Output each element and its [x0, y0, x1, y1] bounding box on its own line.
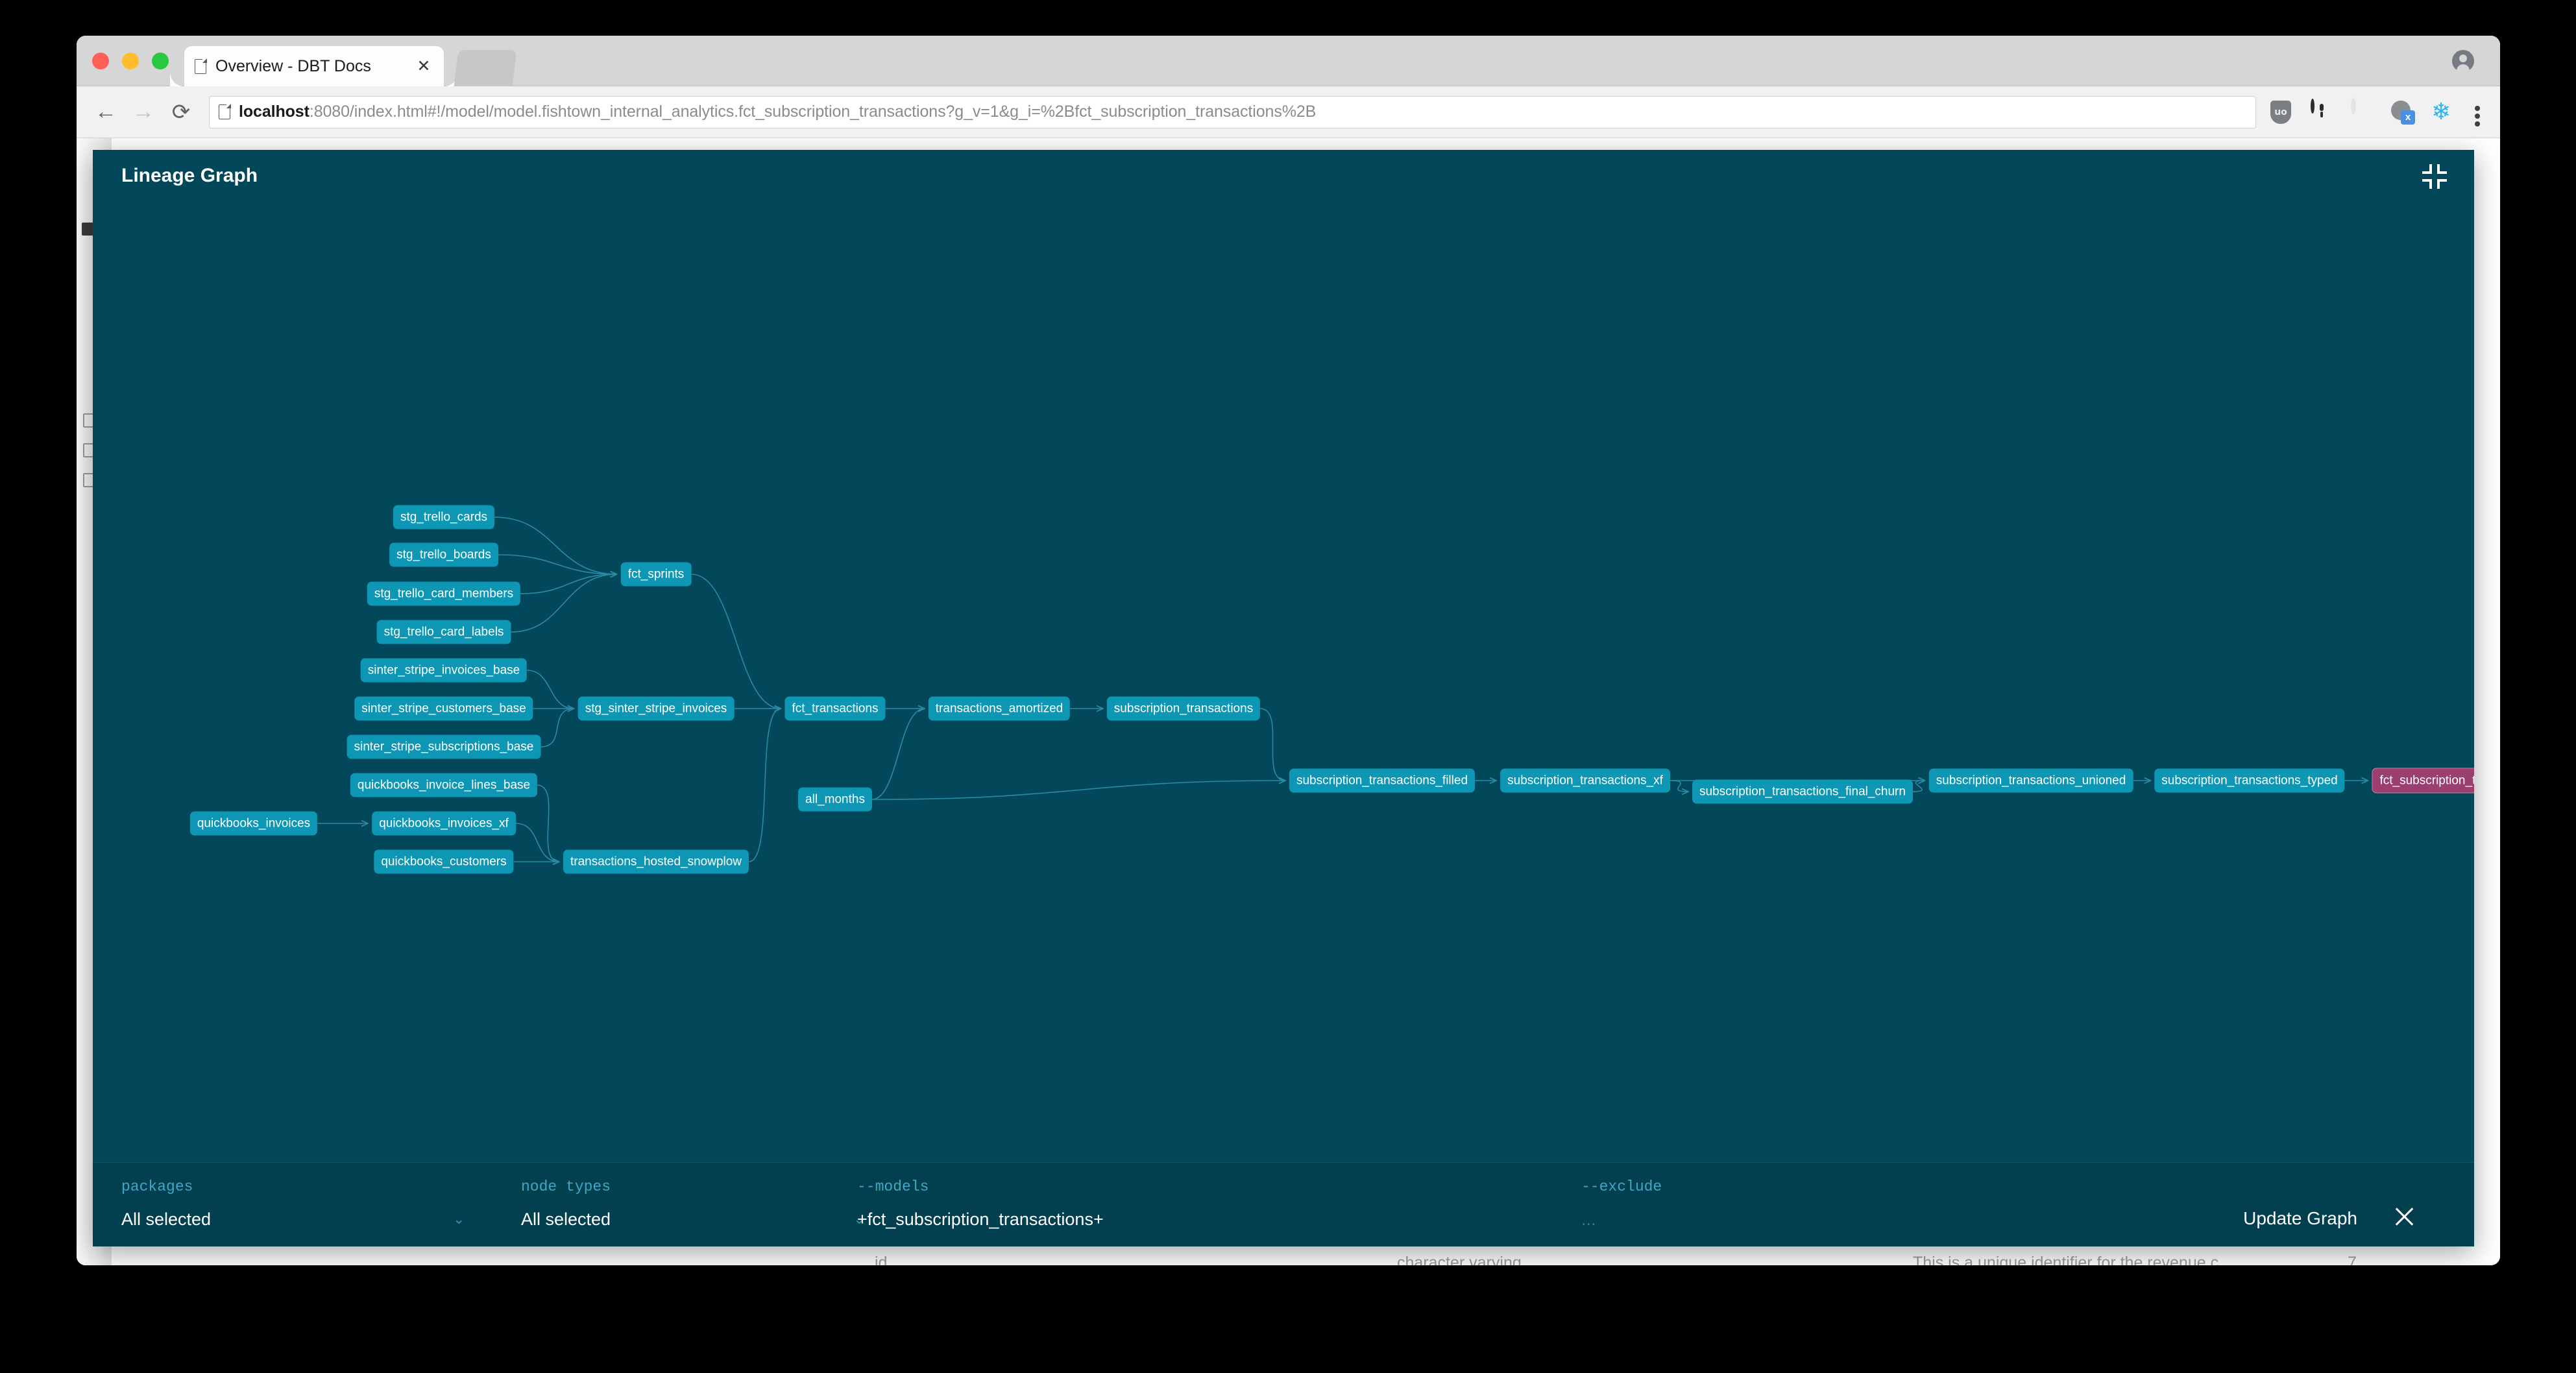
snowflake-icon[interactable]: ❄ — [2431, 98, 2455, 125]
tab-close-icon[interactable]: ✕ — [417, 57, 431, 75]
lineage-node-quickbooks_invoice_lines_base[interactable]: quickbooks_invoice_lines_base — [350, 773, 538, 797]
circle-glyph — [2351, 97, 2356, 114]
lineage-node-stg_sinter_stripe_invoices[interactable]: stg_sinter_stripe_invoices — [577, 696, 735, 721]
background-table-cell: 7 — [2348, 1254, 2357, 1265]
page-body: id character varying This is a unique iden… — [77, 138, 2500, 1265]
url-text: localhost:8080/index.html#!/model/model.… — [239, 103, 1316, 121]
node-types-select-value[interactable]: All selected — [521, 1209, 611, 1229]
node-types-label: node types — [521, 1178, 611, 1195]
lineage-node-transactions_amortized[interactable]: transactions_amortized — [928, 696, 1071, 721]
page-info-icon — [219, 104, 231, 119]
close-window-button[interactable] — [92, 53, 109, 69]
lineage-node-fct_sprints[interactable]: fct_sprints — [620, 562, 692, 587]
lineage-node-quickbooks_invoices[interactable]: quickbooks_invoices — [189, 811, 318, 836]
1password-icon[interactable] — [2311, 98, 2334, 124]
window-traffic-lights — [92, 53, 169, 69]
lineage-control-bar: packages All selected ⌄ node types All s… — [93, 1162, 2474, 1246]
maximize-window-button[interactable] — [152, 53, 169, 69]
lineage-edge — [498, 554, 617, 574]
update-graph-button[interactable]: Update Graph — [2243, 1208, 2357, 1228]
browser-menu-icon[interactable] — [2472, 101, 2483, 124]
lineage-edge — [871, 709, 925, 800]
address-bar[interactable]: localhost:8080/index.html#!/model/model.… — [209, 95, 2256, 128]
lineage-edge — [1259, 708, 1285, 781]
lineage-graph-header: Lineage Graph — [93, 150, 2474, 202]
browser-tab-active[interactable]: Overview - DBT Docs ✕ — [184, 46, 458, 86]
lineage-edge — [515, 823, 559, 862]
pie-badge-glyph: x — [2401, 110, 2415, 125]
profile-avatar-icon[interactable] — [2452, 50, 2474, 73]
lineage-node-stg_trello_cards[interactable]: stg_trello_cards — [393, 505, 495, 529]
forward-icon[interactable]: → — [132, 99, 154, 124]
background-table-cell: This is a unique identifier for the reve… — [1913, 1254, 2235, 1265]
url-path: :8080/index.html#!/model/model.fishtown_… — [309, 103, 1317, 121]
lineage-node-sinter_stripe_customers_base[interactable]: sinter_stripe_customers_base — [354, 696, 533, 721]
lineage-node-stg_trello_boards[interactable]: stg_trello_boards — [389, 542, 498, 567]
models-label: --models — [857, 1178, 929, 1195]
lineage-graph-panel: Lineage Graph stg_trello_cards stg_trello… — [93, 150, 2474, 1246]
lineage-edge — [541, 709, 574, 747]
exclude-input[interactable]: ... — [1581, 1209, 1596, 1229]
packages-label: packages — [121, 1178, 193, 1195]
kebab-glyph — [2475, 105, 2480, 111]
lineage-node-all_months[interactable]: all_months — [798, 787, 872, 812]
node-types-chevron-down-icon[interactable]: ⌄ — [853, 1211, 866, 1227]
browser-toolbar: ← → ⟳ localhost:8080/index.html#!/model/… — [77, 86, 2500, 138]
ublock-origin-icon[interactable]: uo — [2270, 100, 2294, 124]
lineage-edge — [526, 670, 574, 709]
background-table-cell: id — [875, 1254, 888, 1265]
new-tab-button[interactable] — [454, 50, 517, 86]
models-input[interactable]: +fct_subscription_transactions+ — [857, 1209, 1104, 1229]
exclude-label: --exclude — [1581, 1178, 1662, 1195]
lineage-node-sinter_stripe_invoices_base[interactable]: sinter_stripe_invoices_base — [360, 658, 528, 683]
lineage-node-transactions_hosted_snowplow[interactable]: transactions_hosted_snowplow — [563, 849, 749, 874]
lineage-node-quickbooks_customers[interactable]: quickbooks_customers — [374, 849, 514, 874]
lineage-graph-canvas[interactable]: stg_trello_cards stg_trello_boards stg_tre… — [93, 202, 2474, 1195]
lineage-node-fct_transactions[interactable]: fct_transactions — [784, 696, 886, 721]
minimize-window-button[interactable] — [122, 53, 139, 69]
back-icon[interactable]: ← — [95, 99, 117, 124]
lineage-node-subscription_transactions_filled[interactable]: subscription_transactions_filled — [1289, 768, 1476, 793]
lineage-edge — [511, 574, 617, 633]
packages-select-value[interactable]: All selected — [121, 1209, 212, 1229]
lineage-node-subscription_transactions_final_churn[interactable]: subscription_transactions_final_churn — [1692, 779, 1913, 804]
lineage-edges — [317, 516, 2474, 1195]
packages-chevron-down-icon[interactable]: ⌄ — [453, 1211, 465, 1227]
lineage-node-fct_subscription_transactions[interactable]: fct_subscription_transactions — [2372, 768, 2474, 794]
lineage-edge — [691, 574, 781, 709]
lineage-node-subscription_transactions_typed[interactable]: subscription_transactions_typed — [2154, 768, 2345, 793]
page-icon — [195, 58, 207, 74]
lineage-node-stg_trello_card_labels[interactable]: stg_trello_card_labels — [376, 620, 511, 644]
lineage-edge — [537, 784, 559, 862]
circle-extension-icon[interactable] — [2351, 97, 2374, 124]
lineage-edge — [871, 781, 1285, 800]
ublock-shield-glyph: uo — [2270, 100, 2291, 124]
tab-title: Overview - DBT Docs — [215, 56, 371, 75]
lineage-edge — [1670, 780, 1688, 792]
lineage-node-stg_trello_card_members[interactable]: stg_trello_card_members — [367, 581, 521, 606]
lineage-edge — [1912, 781, 1925, 792]
lineage-node-subscription_transactions_unioned[interactable]: subscription_transactions_unioned — [1928, 768, 2133, 793]
reload-icon[interactable]: ⟳ — [171, 99, 191, 125]
lineage-node-subscription_transactions_xf[interactable]: subscription_transactions_xf — [1500, 768, 1670, 793]
lineage-edge — [748, 709, 781, 862]
extension-icons: uo x ❄ — [2270, 97, 2483, 125]
snowflake-glyph: ❄ — [2431, 98, 2451, 125]
1password-glyph — [2311, 98, 2315, 114]
collapse-fullscreen-icon[interactable] — [2422, 164, 2447, 189]
pie-extension-icon[interactable]: x — [2391, 100, 2415, 125]
tab-strip: Overview - DBT Docs ✕ — [77, 36, 2500, 86]
lineage-node-sinter_stripe_subscriptions_base[interactable]: sinter_stripe_subscriptions_base — [346, 735, 541, 759]
url-host: localhost — [239, 103, 310, 121]
lineage-node-subscription_transactions[interactable]: subscription_transactions — [1106, 696, 1261, 721]
close-icon[interactable] — [2390, 1203, 2417, 1230]
browser-window: Overview - DBT Docs ✕ ← → ⟳ localhost:80… — [77, 36, 2500, 1265]
lineage-node-quickbooks_invoices_xf[interactable]: quickbooks_invoices_xf — [372, 811, 516, 836]
lineage-graph-title: Lineage Graph — [121, 165, 258, 186]
background-table-cell: character varying — [1397, 1254, 1522, 1265]
lineage-edge — [520, 574, 617, 594]
lineage-edge — [494, 516, 617, 574]
